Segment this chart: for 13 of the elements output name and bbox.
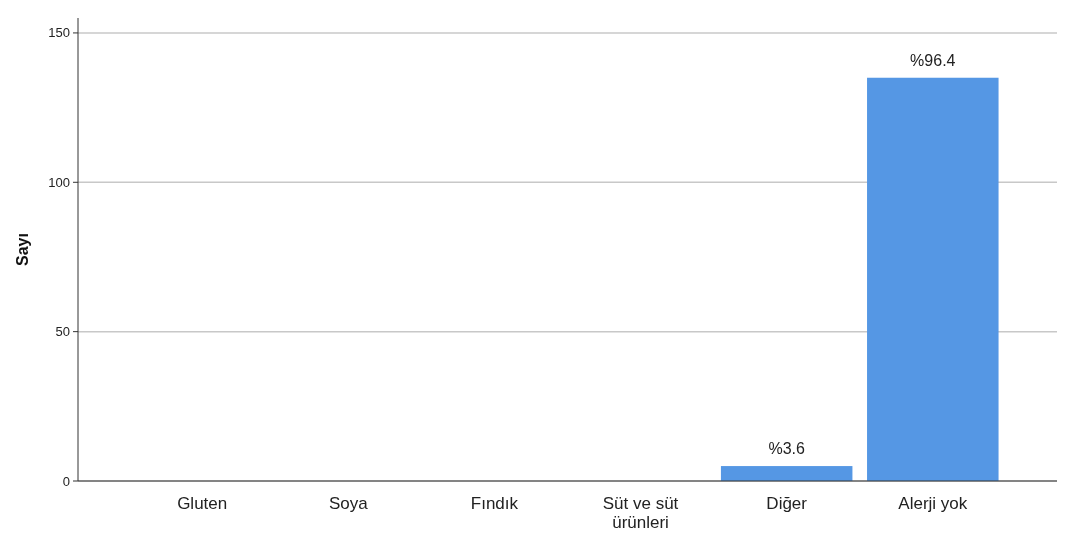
y-tick-label: 0: [62, 473, 70, 489]
x-tick-label: Diğer: [766, 494, 808, 513]
x-tick-label: Gluten: [177, 494, 228, 513]
y-axis-title: Sayı: [14, 233, 31, 266]
annotation: %3.6: [768, 440, 806, 458]
y-tick-label: 50: [55, 324, 70, 340]
x-tick-label: Fındık: [470, 494, 519, 513]
x-tick-label: Alerji yok: [898, 494, 968, 513]
x-tick-label: Soya: [328, 494, 369, 513]
y-tick-label: 150: [48, 25, 70, 41]
y-tick-label: 100: [48, 174, 70, 190]
x-tick-label: Süt ve süt ürünleri: [602, 494, 679, 532]
annotation: %96.4: [910, 51, 956, 69]
